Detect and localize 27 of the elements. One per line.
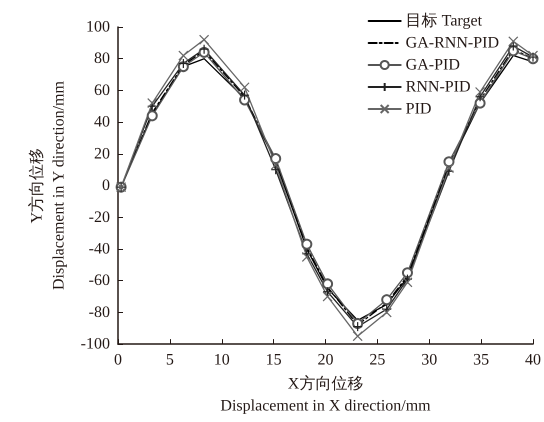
legend-label: PID [406, 100, 432, 118]
x-tick-label: 5 [166, 352, 174, 369]
x-tick-label: 25 [369, 352, 386, 369]
y-axis-title: Y方向位移 Displacement in Y direction/mm [27, 80, 68, 290]
y-tick-label: -20 [88, 208, 110, 226]
x-tick-label: 15 [266, 352, 282, 369]
legend-label: GA-PID [406, 56, 460, 74]
x-tick-label: 0 [114, 352, 122, 369]
y-tick-label: 20 [94, 145, 110, 162]
legend-label: RNN-PID [406, 78, 471, 96]
x-tick-label: 40 [525, 352, 541, 369]
x-axis-title: X方向位移 Displacement in X direction/mm [220, 374, 432, 414]
y-tick-label: 0 [102, 177, 110, 194]
y-tick-label: -60 [88, 272, 110, 290]
y-tick-label: -40 [88, 240, 110, 258]
legend-label: GA-RNN-PID [406, 34, 499, 52]
y-tick-label: 80 [94, 50, 110, 68]
y-tick-label: 100 [86, 18, 110, 36]
x-tick-label: 10 [214, 352, 230, 369]
x-tick-label: 30 [421, 352, 438, 369]
y-tick-label: 40 [94, 114, 110, 131]
y-tick-label: -80 [88, 304, 110, 321]
y-tick-label: 60 [94, 82, 110, 99]
x-tick-label: 35 [473, 352, 490, 369]
x-tick-label: 20 [318, 352, 334, 369]
legend-label: 目标 Target [406, 12, 483, 30]
y-tick-label: -100 [80, 336, 110, 353]
